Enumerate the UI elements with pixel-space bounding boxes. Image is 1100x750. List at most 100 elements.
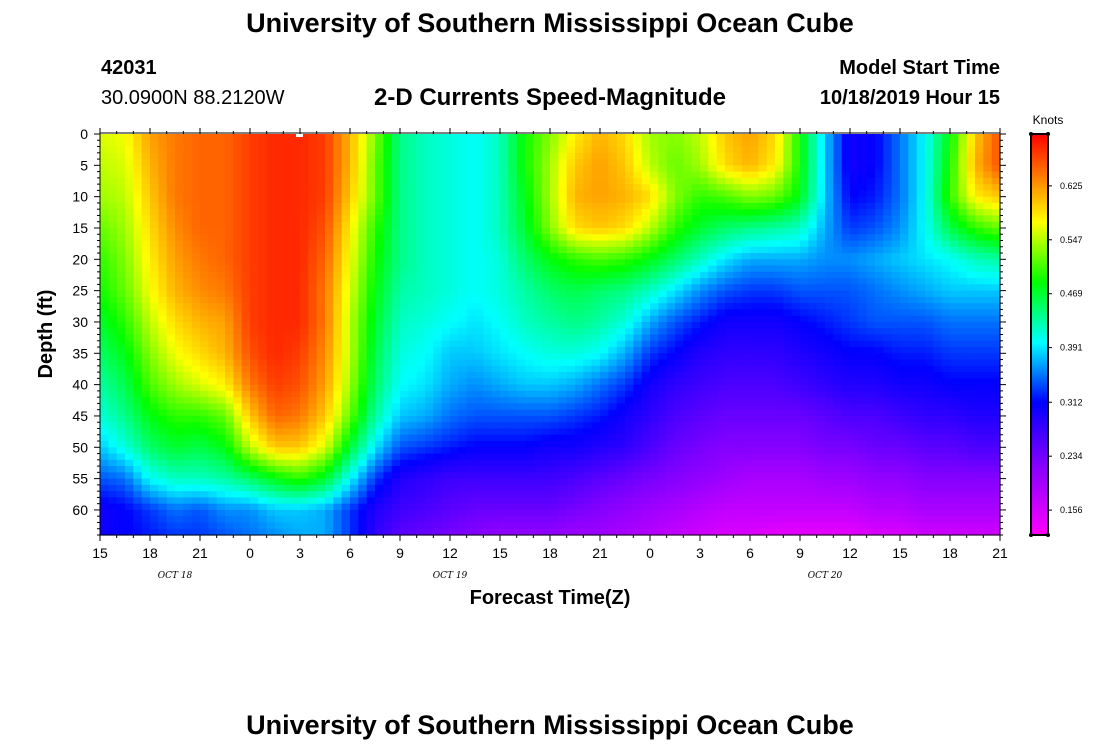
heatmap-cell xyxy=(416,146,426,154)
heatmap-cell xyxy=(916,397,926,405)
heatmap-cell xyxy=(983,146,993,154)
heatmap-cell xyxy=(250,378,259,386)
heatmap-cell xyxy=(950,309,959,317)
heatmap-cell xyxy=(166,296,176,304)
heatmap-cell xyxy=(708,234,718,242)
heatmap-cell xyxy=(183,278,193,285)
heatmap-cell xyxy=(766,397,776,405)
heatmap-cell xyxy=(941,340,951,348)
heatmap-cell xyxy=(933,403,943,411)
heatmap-cell xyxy=(516,196,526,204)
heatmap-cell xyxy=(533,271,543,279)
heatmap-cell xyxy=(433,240,443,248)
heatmap-cell xyxy=(683,190,693,198)
heatmap-cell xyxy=(708,140,718,148)
heatmap-cell xyxy=(966,359,976,367)
heatmap-cell xyxy=(633,190,643,198)
heatmap-cell xyxy=(175,309,184,317)
heatmap-cell xyxy=(958,390,968,398)
heatmap-cell xyxy=(508,240,518,248)
heatmap-cell xyxy=(816,140,826,148)
heatmap-cell xyxy=(558,184,568,191)
heatmap-cell xyxy=(891,246,901,254)
heatmap-cell xyxy=(325,409,334,417)
heatmap-cell xyxy=(733,303,743,311)
heatmap-cell xyxy=(591,353,601,361)
heatmap-cell xyxy=(691,284,701,292)
heatmap-cell xyxy=(791,240,801,248)
heatmap-cell xyxy=(225,384,234,392)
heatmap-cell xyxy=(483,152,493,160)
heatmap-cell xyxy=(341,246,351,254)
heatmap-cell xyxy=(666,309,676,317)
heatmap-cell xyxy=(566,140,576,148)
heatmap-cell xyxy=(558,390,568,398)
heatmap-cell xyxy=(450,146,459,154)
heatmap-cell xyxy=(883,309,893,317)
heatmap-cell xyxy=(641,340,651,348)
heatmap-cell xyxy=(200,397,209,405)
heatmap-cell xyxy=(241,171,251,179)
heatmap-cell xyxy=(958,253,968,260)
heatmap-cell xyxy=(350,146,359,154)
heatmap-cell xyxy=(208,278,218,285)
heatmap-cell xyxy=(808,378,818,386)
heatmap-cell xyxy=(575,134,584,141)
heatmap-cell xyxy=(475,365,484,373)
heatmap-cell xyxy=(283,246,293,254)
heatmap-cell xyxy=(983,340,993,348)
heatmap-cell xyxy=(566,384,576,392)
heatmap-cell xyxy=(675,315,684,323)
heatmap-cell xyxy=(900,165,909,173)
heatmap-cell xyxy=(816,328,826,336)
heatmap-cell xyxy=(541,227,551,235)
heatmap-cell xyxy=(950,347,959,354)
heatmap-cell xyxy=(358,184,368,191)
heatmap-cell xyxy=(858,227,868,235)
heatmap-cell xyxy=(508,246,518,254)
heatmap-cell xyxy=(608,140,618,148)
heatmap-cell xyxy=(916,328,926,336)
heatmap-cell xyxy=(616,271,626,279)
heatmap-cell xyxy=(141,265,151,273)
heatmap-cell xyxy=(408,359,418,367)
heatmap-cell xyxy=(841,321,851,329)
heatmap-cell xyxy=(400,271,409,279)
heatmap-cell xyxy=(566,209,576,217)
heatmap-cell xyxy=(975,184,984,191)
heatmap-cell xyxy=(950,221,959,229)
heatmap-cell xyxy=(833,340,843,348)
heatmap-cell xyxy=(850,253,859,260)
heatmap-cell xyxy=(433,184,443,191)
heatmap-cell xyxy=(650,415,659,423)
heatmap-cell xyxy=(250,296,259,304)
heatmap-cell xyxy=(800,134,809,141)
heatmap-cell xyxy=(141,328,151,336)
heatmap-cell xyxy=(508,315,518,323)
heatmap-cell xyxy=(600,196,609,204)
heatmap-cell xyxy=(825,347,834,354)
heatmap-cell xyxy=(225,159,234,166)
heatmap-cell xyxy=(858,140,868,148)
heatmap-cell xyxy=(741,177,751,185)
heatmap-cell xyxy=(766,328,776,336)
heatmap-cell xyxy=(308,290,318,298)
heatmap-cell xyxy=(233,296,243,304)
heatmap-cell xyxy=(850,246,859,254)
heatmap-cell xyxy=(825,321,834,329)
heatmap-cell xyxy=(150,146,159,154)
heatmap-cell xyxy=(408,265,418,273)
heatmap-cell xyxy=(158,177,168,185)
heatmap-cell xyxy=(841,246,851,254)
heatmap-cell xyxy=(275,134,284,141)
heatmap-cell xyxy=(550,196,559,204)
heatmap-cell xyxy=(300,171,309,179)
heatmap-cell xyxy=(991,271,1001,279)
heatmap-cell xyxy=(475,221,484,229)
heatmap-cell xyxy=(675,378,684,386)
heatmap-cell xyxy=(950,415,959,423)
heatmap-cell xyxy=(116,152,126,160)
heatmap-cell xyxy=(716,296,726,304)
heatmap-cell xyxy=(266,221,276,229)
heatmap-cell xyxy=(908,253,918,260)
